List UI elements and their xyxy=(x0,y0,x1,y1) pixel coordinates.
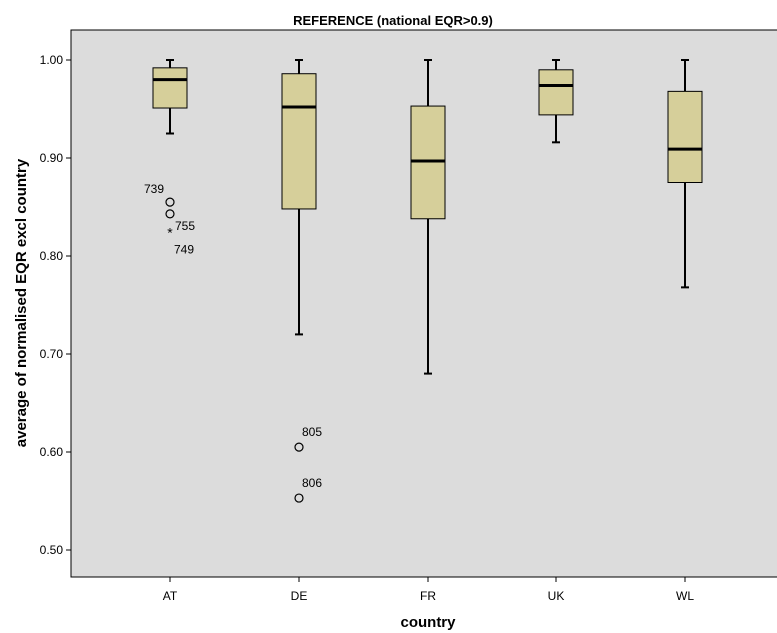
x-axis: AT DE FR UK WL xyxy=(163,577,694,603)
x-tick-label: FR xyxy=(420,589,436,603)
outlier-marker xyxy=(294,442,304,452)
outlier-label: 739 xyxy=(144,182,164,196)
x-tick-label: AT xyxy=(163,589,178,603)
outlier-marker xyxy=(165,209,175,219)
y-tick-label: 0.70 xyxy=(40,347,64,361)
chart-title: REFERENCE (national EQR>0.9) xyxy=(293,13,493,28)
x-tick-label: DE xyxy=(291,589,308,603)
y-tick-label: 1.00 xyxy=(40,53,64,67)
y-tick-label: 0.60 xyxy=(40,445,64,459)
box-iqr xyxy=(281,73,317,210)
box-iqr xyxy=(152,67,188,109)
box-de: 805 806 xyxy=(281,59,322,503)
outlier-label: 749 xyxy=(174,243,194,257)
y-axis: 0.50 0.60 0.70 0.80 0.90 1.00 xyxy=(40,53,71,557)
box-uk xyxy=(538,59,574,144)
box-wl xyxy=(667,59,703,289)
box-iqr xyxy=(538,69,574,116)
outlier-label: 755 xyxy=(175,219,195,233)
outlier-label: 805 xyxy=(302,425,322,439)
extreme-marker: * xyxy=(167,225,173,241)
x-axis-title: country xyxy=(400,614,456,631)
outlier-marker xyxy=(165,197,175,207)
boxes-group: 739 755*749 805 806 xyxy=(144,59,703,503)
x-tick-label: UK xyxy=(548,589,565,603)
y-tick-label: 0.50 xyxy=(40,543,64,557)
outlier-marker xyxy=(294,493,304,503)
outlier-label: 806 xyxy=(302,476,322,490)
box-fr xyxy=(410,59,446,375)
y-tick-label: 0.80 xyxy=(40,249,64,263)
x-tick-label: WL xyxy=(676,589,694,603)
y-axis-title: average of normalised EQR excl country xyxy=(13,158,30,447)
box-iqr xyxy=(667,90,703,183)
y-tick-label: 0.90 xyxy=(40,151,64,165)
box-at: 739 755*749 xyxy=(144,59,195,257)
